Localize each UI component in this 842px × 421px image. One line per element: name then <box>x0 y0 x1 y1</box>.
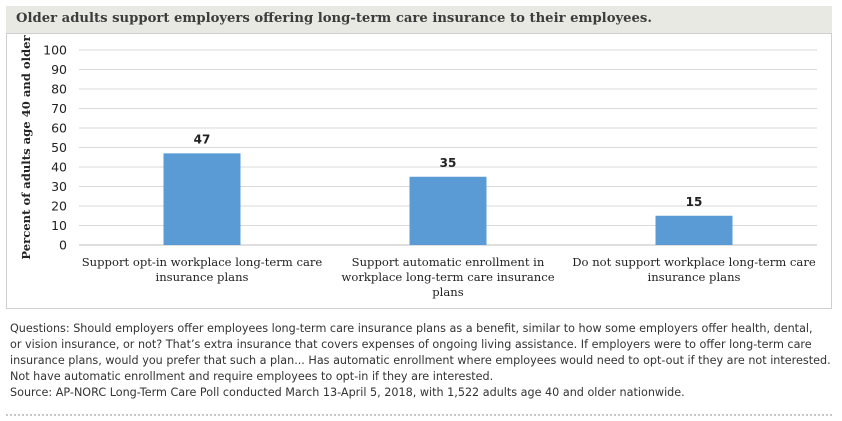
title-band: Older adults support employers offering … <box>6 6 832 33</box>
chart-frame: 0 10 20 30 40 50 60 70 80 90 100 Percent of adults … <box>6 33 832 309</box>
chart-title: Older adults support employers offering … <box>16 11 652 26</box>
source-line: Source: AP-NORC Long-Term Care Poll cond… <box>10 386 685 399</box>
question-line: or vision insurance, or not? That’s extr… <box>10 338 812 351</box>
y-tick-label: 60 <box>51 121 67 136</box>
y-tick-label: 20 <box>51 199 67 214</box>
data-label: 35 <box>440 156 457 170</box>
y-tick-label: 10 <box>51 218 67 233</box>
y-tick-label: 30 <box>51 179 67 194</box>
y-tick-label: 90 <box>51 62 67 77</box>
notes-block: Questions: Should employers offer employ… <box>10 321 832 401</box>
question-line: Not have automatic enrollment and requir… <box>10 370 494 383</box>
question-line: insurance plans, would you prefer that s… <box>10 354 831 367</box>
y-tick-label: 0 <box>59 238 67 253</box>
dotted-divider <box>6 414 832 416</box>
x-category-label: Do not support workplace long-term care i… <box>572 255 816 284</box>
bar <box>655 215 733 245</box>
y-axis-title: Percent of adults age 40 and older <box>19 34 33 259</box>
question-line: Questions: Should employers offer employ… <box>10 322 813 335</box>
bar <box>409 176 487 245</box>
data-label: 15 <box>686 195 703 209</box>
y-tick-label: 50 <box>51 140 67 155</box>
bar-chart: 0 10 20 30 40 50 60 70 80 90 100 Percent of adults … <box>19 34 817 299</box>
y-tick-label: 70 <box>51 101 67 116</box>
y-tick-label: 100 <box>43 43 67 58</box>
x-category-label: Support automatic enrollment in workplace… <box>341 255 554 299</box>
x-category-label: Support opt-in workplace long-term care i… <box>82 255 323 284</box>
y-tick-label: 40 <box>51 160 67 175</box>
y-tick-label: 80 <box>51 82 67 97</box>
bar <box>163 153 241 245</box>
data-label: 47 <box>194 132 211 146</box>
